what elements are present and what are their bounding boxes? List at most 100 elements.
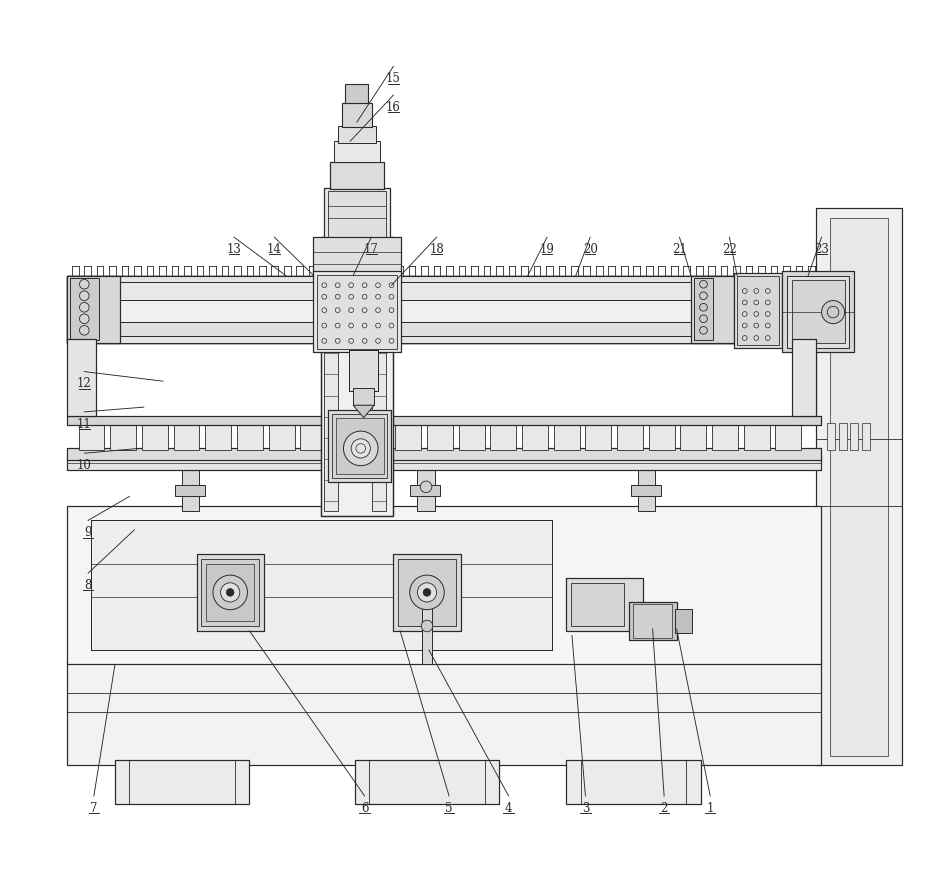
Circle shape — [213, 575, 248, 610]
Bar — [566, 579, 643, 631]
Text: 1: 1 — [707, 801, 713, 813]
Bar — [712, 424, 738, 451]
Bar — [395, 424, 421, 451]
Bar — [91, 521, 552, 650]
Text: 20: 20 — [582, 242, 598, 255]
Bar — [313, 271, 401, 353]
Bar — [197, 554, 264, 631]
Bar — [355, 760, 499, 804]
Circle shape — [80, 303, 89, 313]
Bar — [417, 463, 435, 511]
Bar — [300, 424, 326, 451]
Bar — [629, 602, 676, 640]
Bar — [115, 760, 250, 804]
Circle shape — [421, 620, 433, 632]
Bar — [67, 276, 821, 286]
Bar — [67, 660, 821, 766]
Text: 22: 22 — [722, 242, 737, 255]
Bar — [324, 189, 390, 242]
Bar — [269, 424, 294, 451]
Bar — [791, 281, 845, 343]
Bar — [353, 388, 374, 406]
Text: 13: 13 — [227, 242, 241, 255]
Bar — [585, 424, 611, 451]
Text: 2: 2 — [660, 801, 668, 813]
Bar — [862, 424, 869, 451]
Bar — [67, 276, 821, 343]
Circle shape — [344, 432, 378, 466]
Text: 10: 10 — [77, 459, 92, 472]
Bar — [649, 424, 674, 451]
Bar — [332, 424, 358, 451]
Text: 21: 21 — [672, 242, 687, 255]
Circle shape — [80, 280, 89, 289]
Circle shape — [822, 302, 845, 324]
Bar — [79, 424, 104, 451]
Bar — [337, 127, 376, 144]
Bar — [313, 271, 401, 353]
Bar — [522, 424, 548, 451]
Text: 7: 7 — [90, 801, 98, 813]
Bar — [313, 238, 401, 276]
Bar — [205, 424, 231, 451]
Bar — [110, 424, 136, 451]
Bar — [142, 424, 168, 451]
Bar — [328, 410, 390, 482]
Bar — [554, 424, 579, 451]
Bar — [350, 351, 378, 391]
Bar — [335, 418, 384, 474]
Bar — [737, 276, 779, 345]
Bar — [782, 271, 854, 353]
Bar — [839, 424, 846, 451]
Bar — [393, 554, 461, 631]
Bar — [115, 760, 250, 804]
Bar — [330, 163, 384, 190]
Bar — [91, 521, 552, 650]
Circle shape — [417, 583, 437, 602]
Bar — [427, 424, 453, 451]
Bar — [691, 276, 734, 343]
Bar — [422, 588, 432, 665]
Bar — [459, 424, 484, 451]
Bar — [791, 340, 816, 416]
Bar — [316, 275, 397, 349]
Circle shape — [226, 589, 234, 596]
Bar — [67, 416, 821, 426]
Bar — [67, 334, 821, 343]
Bar — [566, 760, 700, 804]
Text: 3: 3 — [581, 801, 589, 813]
Bar — [634, 604, 672, 639]
Text: 4: 4 — [504, 801, 512, 813]
Bar — [398, 559, 456, 627]
Bar — [372, 245, 386, 511]
Bar — [67, 340, 96, 416]
Bar — [618, 424, 643, 451]
Bar — [571, 583, 624, 627]
Bar — [674, 609, 692, 633]
Bar — [409, 485, 441, 497]
Bar — [816, 209, 902, 766]
Circle shape — [420, 481, 432, 493]
Bar — [67, 660, 821, 766]
Text: 11: 11 — [77, 417, 91, 430]
Bar — [734, 274, 782, 348]
Bar — [197, 554, 264, 631]
Circle shape — [423, 589, 431, 596]
Text: 17: 17 — [364, 242, 379, 255]
Bar — [346, 84, 369, 103]
Bar — [827, 424, 835, 451]
Bar — [850, 424, 858, 451]
Bar — [67, 449, 821, 461]
Text: 19: 19 — [540, 242, 555, 255]
Bar — [342, 103, 372, 128]
Bar — [638, 463, 656, 511]
Bar — [355, 760, 499, 804]
Bar — [782, 271, 854, 353]
Circle shape — [80, 292, 89, 302]
Circle shape — [352, 440, 370, 459]
Text: 9: 9 — [85, 526, 92, 539]
Bar — [364, 424, 390, 451]
Text: 18: 18 — [429, 242, 444, 255]
Bar — [321, 238, 393, 516]
Text: 12: 12 — [77, 377, 91, 390]
